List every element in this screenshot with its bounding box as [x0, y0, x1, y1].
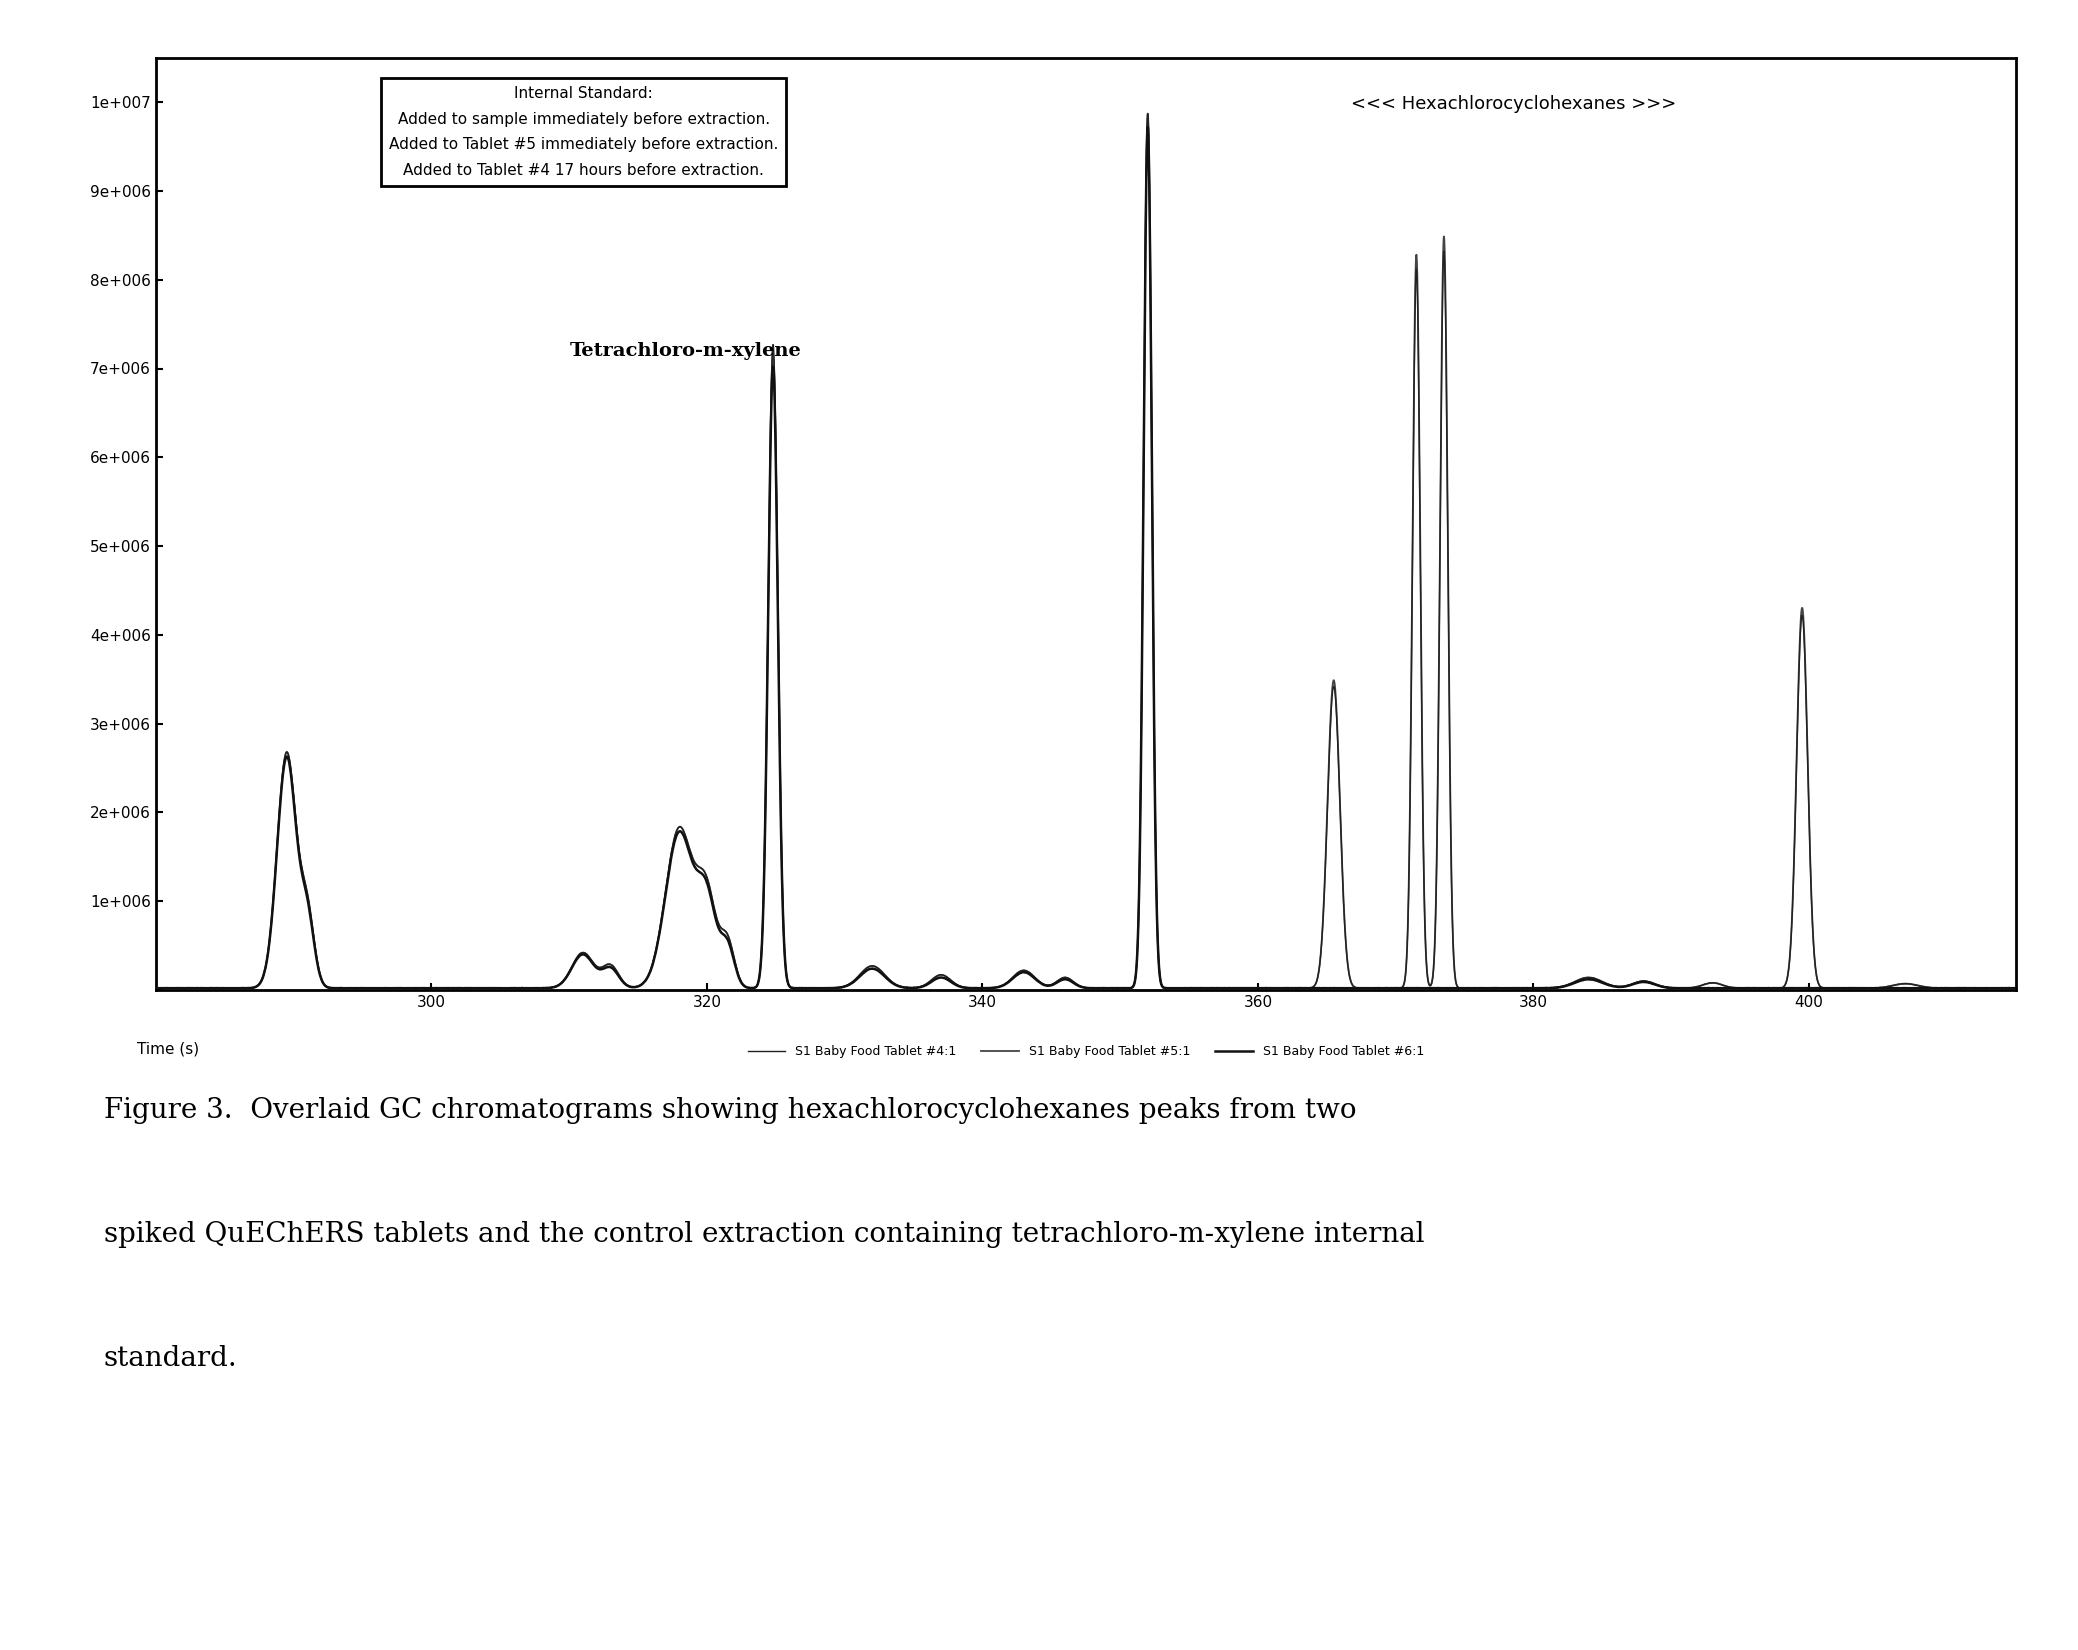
Text: Figure 3.  Overlaid GC chromatograms showing hexachlorocyclohexanes peaks from t: Figure 3. Overlaid GC chromatograms show…	[104, 1097, 1357, 1124]
Text: spiked QuEChERS tablets and the control extraction containing tetrachloro-m-xyle: spiked QuEChERS tablets and the control …	[104, 1221, 1426, 1247]
Text: <<< Hexachlorocyclohexanes >>>: <<< Hexachlorocyclohexanes >>>	[1351, 96, 1677, 114]
Text: standard.: standard.	[104, 1345, 237, 1371]
Text: Internal Standard:
Added to sample immediately before extraction.
Added to Table: Internal Standard: Added to sample immed…	[389, 86, 779, 178]
Text: Tetrachloro-m-xylene: Tetrachloro-m-xylene	[569, 342, 802, 360]
Legend: S1 Baby Food Tablet #4:1, S1 Baby Food Tablet #5:1, S1 Baby Food Tablet #6:1: S1 Baby Food Tablet #4:1, S1 Baby Food T…	[742, 1040, 1430, 1063]
Text: Time (s): Time (s)	[137, 1041, 199, 1056]
